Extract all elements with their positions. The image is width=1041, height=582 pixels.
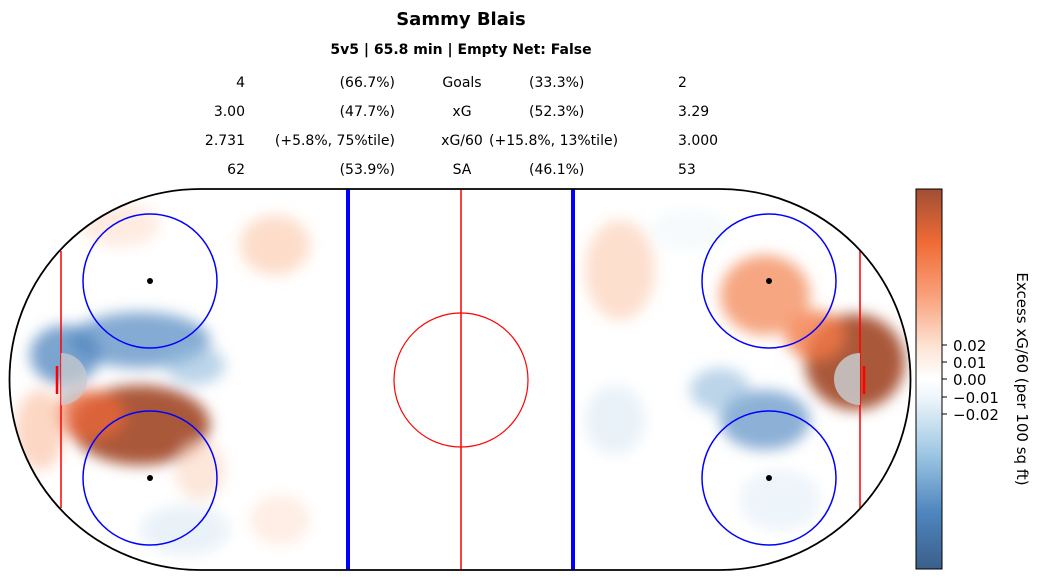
colorbar-tick-label: 0.02 [953,337,986,355]
heat-blob [15,390,65,470]
colorbar-tick-label: −0.02 [953,406,999,424]
faceoff-dot [766,475,772,481]
heat-blob [690,368,750,412]
stat-sa-left-pct: (53.9%) [339,162,395,178]
heat-blob [785,310,845,360]
faceoff-circle [82,410,218,546]
heat-blob [250,495,310,545]
stat-goals-left-pct: (66.7%) [339,75,395,91]
stat-sa-left: 62 [227,162,245,178]
stat-sa-right-pct: (46.1%) [529,162,585,178]
faceoff-dot [766,278,772,284]
stat-xg-right: 3.29 [678,104,710,120]
stat-xg60-right: 3.000 [678,133,719,149]
heatmap-layer [9,189,911,570]
rink-markings [8,188,912,571]
faceoff-circle [701,410,837,546]
stat-xg-left: 3.00 [213,104,245,120]
stat-sa-right: 53 [678,162,696,178]
stat-xg-right-pct: (52.3%) [529,104,585,120]
center-faceoff-circle [393,312,529,448]
heat-blob [55,390,125,440]
colorbar-tick-label: 0.01 [953,354,986,372]
stat-xg60-right-pct: (+15.8%, 13%tile) [489,133,619,149]
stat-xg60-label: xG/60 [441,133,483,149]
heat-blob [240,215,310,275]
stat-sa-label: SA [452,162,472,178]
heat-blob [80,203,160,247]
faceoff-circle [701,213,837,349]
faceoff-circle [82,213,218,349]
colorbar-gradient [915,188,943,570]
stat-xg60-left: 2.731 [204,133,245,149]
colorbar-tick-label: −0.01 [953,389,999,407]
heat-blob [650,210,730,250]
heat-blob [585,385,645,455]
chart-title: Sammy Blais [396,9,526,30]
heat-blob [720,255,810,335]
heat-blob [165,345,225,385]
stat-xg60-left-pct: (+5.8%, 75%tile) [274,133,395,149]
stat-goals-label: Goals [442,75,482,91]
heat-blob [720,390,810,450]
right-crease [834,353,860,405]
stat-goals-right-pct: (33.3%) [529,75,585,91]
heat-blob [585,220,655,320]
heat-blob [140,505,230,555]
stat-goals-left: 4 [236,75,245,91]
colorbar: 0.02 0.01 0.00 −0.01 −0.02 Excess xG/60 … [915,188,1031,570]
heat-blob [740,470,820,530]
colorbar-label: Excess xG/60 (per 100 sq ft) [1013,272,1031,485]
faceoff-dot [147,475,153,481]
left-crease [61,353,87,405]
faceoff-dot [147,278,153,284]
colorbar-tick-label: 0.00 [953,371,986,389]
heat-blob [175,440,225,500]
chart-subtitle: 5v5 | 65.8 min | Empty Net: False [330,42,592,58]
stat-xg-left-pct: (47.7%) [339,104,395,120]
rink-boards [8,188,912,571]
stat-xg-label: xG [452,104,472,120]
stat-goals-right: 2 [678,75,687,91]
